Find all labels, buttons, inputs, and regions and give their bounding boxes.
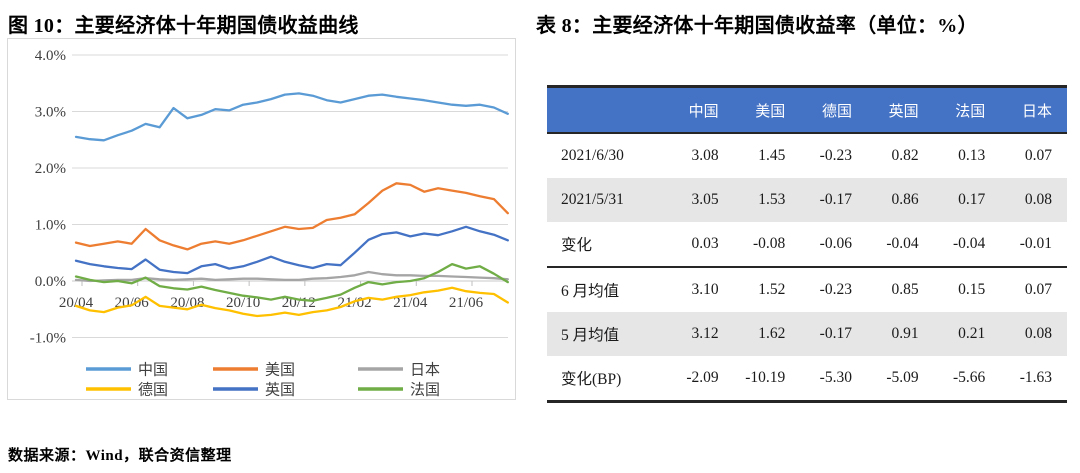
data-source-note: 数据来源：Wind，联合资信整理 (8, 448, 232, 464)
table-header-cell: 日本 (1000, 86, 1067, 133)
table-header-row: 中国 美国 德国 英国 法国 日本 (547, 86, 1067, 133)
x-tick-label: 21/04 (393, 295, 428, 311)
table-value-cell: -0.08 (753, 235, 786, 252)
table-row: 变化(BP) -2.09 -10.19 -5.30 -5.09 -5.66 -1.63 (547, 356, 1067, 402)
table-value-cell: -0.04 (886, 235, 919, 252)
table-value-cell: 1.53 (733, 178, 801, 222)
table-value-cell: 0.21 (933, 312, 1001, 356)
table-value-cell: 1.45 (758, 147, 786, 164)
series-line-uk (74, 225, 509, 275)
y-tick-label: 2.0% (35, 161, 66, 177)
table-title: 表 8：主要经济体十年期国债收益率（单位：%） (536, 15, 978, 37)
table-row: 5 月均值 3.12 1.62 -0.17 0.91 0.21 0.08 (547, 312, 1067, 356)
table-row: 变化 0.03 -0.08 -0.06 -0.04 -0.04 -0.01 (547, 222, 1067, 267)
table-value-cell: 0.13 (958, 147, 986, 164)
row-label-cell: 变化(BP) (561, 371, 622, 388)
bond-yield-line-chart: 4.0%3.0%2.0%1.0%0.0%-1.0%20/04 20/06 20/08… (30, 48, 509, 399)
table-value-cell: 0.86 (866, 178, 934, 222)
table-value-cell: 1.52 (733, 266, 801, 312)
y-tick-label: 0.0% (35, 274, 66, 290)
table-row: 2021/5/31 3.05 1.53 -0.17 0.86 0.17 0.08 (547, 178, 1067, 222)
table-value-cell: 0.15 (933, 266, 1001, 312)
table-value-cell: -0.06 (819, 235, 852, 252)
table-value-cell: 0.08 (1000, 178, 1067, 222)
series-line-france (74, 262, 509, 302)
table-header-cell: 法国 (933, 86, 1001, 133)
bond-yield-table: 中国 美国 德国 英国 法国 日本 2021/6/30 3.08 1.45 -0.23 0.82 0… (547, 85, 1067, 403)
table-row: 6 月均值 3.10 1.52 -0.23 0.85 0.15 0.07 (547, 266, 1067, 312)
table-value-cell: 0.91 (866, 312, 934, 356)
legend-label-france: 法国 (410, 382, 440, 399)
table-header-cell: 美国 (733, 86, 801, 133)
y-tick-label: 4.0% (35, 48, 66, 64)
table-value-cell: 0.07 (1024, 147, 1052, 164)
table-value-cell: -0.17 (800, 312, 867, 356)
series-lines (74, 92, 509, 318)
x-tick-label: 21/06 (449, 295, 484, 311)
table-value-cell: 0.17 (933, 178, 1001, 222)
row-label-cell: 2021/6/30 (561, 147, 624, 164)
row-label-cell: 5 月均值 (547, 312, 667, 356)
table-value-cell: 0.82 (891, 147, 919, 164)
legend-label-usa: 美国 (265, 362, 295, 379)
table-value-cell: -0.17 (800, 178, 867, 222)
table-header: 中国 美国 德国 英国 法国 日本 (547, 86, 1067, 133)
table-value-cell: -5.09 (886, 369, 919, 386)
table-header-cell: 德国 (800, 86, 867, 133)
table-value-cell: -2.09 (686, 369, 719, 386)
y-tick-label: 1.0% (35, 218, 66, 234)
table-header-cell: 中国 (667, 86, 734, 133)
table-header-cell (547, 86, 667, 133)
table-value-cell: 3.10 (667, 266, 734, 312)
y-axis-labels: 4.0% 3.0% 2.0% 1.0% 0.0% -1.0% (30, 48, 66, 347)
x-axis-ticks (81, 281, 473, 286)
table-value-cell: 0.08 (1000, 312, 1067, 356)
figure-title: 图 10：主要经济体十年期国债收益曲线 (8, 15, 359, 37)
table-value-cell: -5.66 (952, 369, 986, 386)
table-value-cell: -0.04 (952, 235, 986, 252)
series-line-china (74, 92, 509, 142)
row-label-cell: 6 月均值 (547, 266, 667, 312)
table-value-cell: -0.01 (1019, 235, 1052, 252)
table-value-cell: 3.08 (691, 147, 719, 164)
table-value-cell: 3.05 (667, 178, 734, 222)
legend-label-uk: 英国 (265, 381, 295, 399)
table-value-cell: -1.63 (1019, 369, 1052, 386)
table-value-cell: 0.85 (866, 266, 934, 312)
table-value-cell: 0.03 (691, 235, 719, 252)
table-row: 2021/6/30 3.08 1.45 -0.23 0.82 0.13 0.07 (547, 133, 1067, 178)
x-axis-labels: 20/04 20/06 20/08 20/10 20/12 21/02 21/04 21/06 (59, 295, 484, 311)
series-line-germany (74, 286, 509, 318)
table-value-cell: 0.07 (1000, 266, 1067, 312)
legend-label-japan: 日本 (410, 362, 440, 379)
bond-yield-chart-frame: 4.0% 3.0% 2.0% 1.0% 0.0% -1.0% 20/04 20/06 20/08… (7, 38, 516, 400)
x-tick-label: 20/10 (226, 295, 260, 311)
y-tick-label: 3.0% (35, 105, 66, 121)
table-value-cell: -10.19 (745, 369, 786, 386)
table-value-cell: -0.23 (819, 147, 852, 164)
table-header-cell: 英国 (866, 86, 934, 133)
x-tick-label: 20/04 (59, 295, 94, 311)
table-body: 2021/6/30 3.08 1.45 -0.23 0.82 0.13 0.07 2021/5… (547, 133, 1067, 402)
legend-label-germany: 德国 (138, 381, 168, 399)
y-tick-label: -1.0% (30, 331, 66, 347)
row-label-cell: 2021/5/31 (547, 178, 667, 222)
row-label-cell: 变化 (561, 237, 593, 254)
table-value-cell: 3.12 (667, 312, 734, 356)
series-line-usa (74, 182, 509, 251)
table-value-cell: -0.23 (800, 266, 867, 312)
table-value-cell: -5.30 (819, 369, 852, 386)
table-value-cell: 1.62 (733, 312, 801, 356)
legend-label-china: 中国 (138, 362, 168, 379)
